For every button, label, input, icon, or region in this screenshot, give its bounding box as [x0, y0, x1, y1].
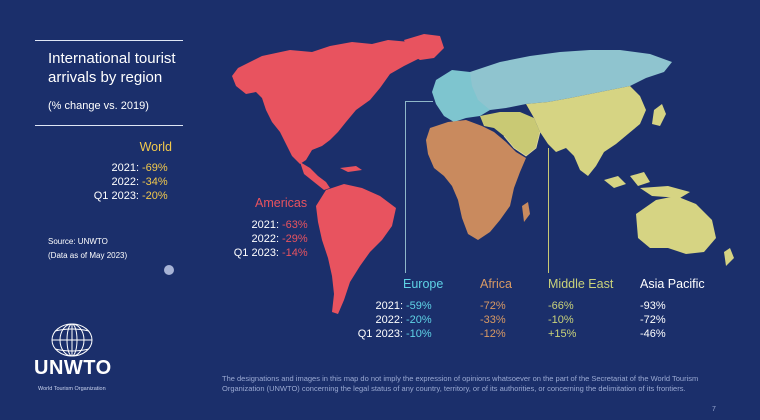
- americas-2022-value: -29%: [282, 233, 308, 245]
- europe-q1-2023-value: -10%: [406, 328, 432, 340]
- world-2022-value: -34%: [142, 176, 168, 188]
- asia-pacific-2022-value: -72%: [640, 314, 666, 326]
- africa-q1-2023-value: -12%: [480, 328, 506, 340]
- page-number: 7: [712, 406, 716, 413]
- europe-leader-horizontal: [405, 101, 433, 102]
- row-label-2021: 2021:: [111, 162, 139, 174]
- middle-east-leader: [548, 148, 549, 273]
- europe-2021-value: -59%: [406, 300, 432, 312]
- middle-east-q1-2023-value: +15%: [548, 328, 577, 340]
- world-stats: 2021: -69% 2022: -34% Q1 2023: -20%: [60, 161, 172, 203]
- bottom-row-label-2021: 2021:: [375, 300, 403, 312]
- europe-region: [432, 70, 490, 122]
- top-rule: [35, 40, 183, 41]
- row-label-q1-2023: Q1 2023:: [93, 190, 139, 202]
- africa-stats: -72% -33% -12%: [480, 299, 506, 341]
- europe-leader-vertical: [405, 101, 406, 273]
- middle-east-2021-value: -66%: [548, 300, 574, 312]
- asia-pacific-q1-2023-value: -46%: [640, 328, 666, 340]
- middle-east-label: Middle East: [548, 277, 614, 291]
- middle-east-stats: -66% -10% +15%: [548, 299, 576, 341]
- bottom-row-labels: 2021: 2022: Q1 2023:: [340, 299, 403, 341]
- world-label: World: [139, 140, 172, 154]
- bottom-row-label-q1-2023: Q1 2023:: [357, 328, 403, 340]
- decorative-dot: [164, 265, 174, 275]
- africa-region: [426, 120, 526, 240]
- unwto-logo-tagline: World Tourism Organization: [38, 386, 106, 392]
- russia-region: [462, 50, 672, 110]
- page-subtitle: (% change vs. 2019): [48, 100, 149, 112]
- page-title: International tourist arrivals by region: [48, 50, 176, 86]
- americas-region: [232, 34, 444, 314]
- asia-pacific-region: [526, 86, 734, 266]
- world-q1-2023-value: -20%: [142, 190, 168, 202]
- middle-east-2022-value: -10%: [548, 314, 574, 326]
- asia-pacific-2021-value: -93%: [640, 300, 666, 312]
- europe-stats: -59% -20% -10%: [406, 299, 432, 341]
- americas-stats: 2021: -63% 2022: -29% Q1 2023: -14%: [208, 218, 312, 260]
- bottom-row-label-2022: 2022:: [375, 314, 403, 326]
- africa-2022-value: -33%: [480, 314, 506, 326]
- americas-q1-2023-value: -14%: [282, 247, 308, 259]
- madagascar: [522, 202, 530, 222]
- europe-label: Europe: [403, 277, 444, 291]
- unwto-logo-text: UNWTO: [34, 357, 112, 379]
- map-disclaimer: The designations and images in this map …: [222, 374, 699, 393]
- middle-east-region: [480, 112, 540, 156]
- americas-label: Americas: [255, 196, 308, 210]
- africa-label: Africa: [480, 277, 512, 291]
- americas-row-label-q1-2023: Q1 2023:: [233, 247, 279, 259]
- source-line: Source: UNWTO: [48, 237, 108, 246]
- americas-row-label-2022: 2022:: [251, 233, 279, 245]
- unwto-globe-icon: [51, 323, 93, 357]
- asia-pacific-stats: -93% -72% -46%: [640, 299, 666, 341]
- data-date-line: (Data as of May 2023): [48, 251, 128, 260]
- world-2021-value: -69%: [142, 162, 168, 174]
- americas-row-label-2021: 2021:: [251, 219, 279, 231]
- americas-2021-value: -63%: [282, 219, 308, 231]
- asia-pacific-label: Asia Pacific: [640, 277, 705, 291]
- row-label-2022: 2022:: [111, 176, 139, 188]
- mid-rule: [35, 125, 183, 126]
- africa-2021-value: -72%: [480, 300, 506, 312]
- source-note: Source: UNWTO (Data as of May 2023): [48, 235, 127, 263]
- europe-2022-value: -20%: [406, 314, 432, 326]
- arabia-outline: [503, 131, 541, 157]
